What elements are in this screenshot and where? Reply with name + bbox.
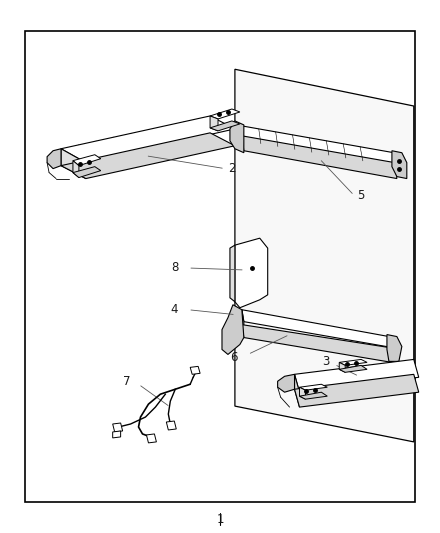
Polygon shape — [300, 392, 327, 399]
Text: 2: 2 — [228, 162, 235, 175]
Polygon shape — [294, 374, 300, 407]
Polygon shape — [113, 423, 123, 432]
Polygon shape — [339, 359, 367, 366]
Polygon shape — [235, 69, 414, 442]
Polygon shape — [73, 167, 101, 177]
Polygon shape — [392, 151, 407, 179]
Polygon shape — [339, 366, 367, 373]
Polygon shape — [147, 434, 156, 443]
Text: 8: 8 — [171, 262, 178, 274]
Polygon shape — [300, 384, 327, 390]
Polygon shape — [73, 155, 101, 166]
Text: 1: 1 — [216, 513, 224, 526]
Text: 3: 3 — [322, 355, 329, 368]
Polygon shape — [242, 310, 244, 337]
Polygon shape — [242, 310, 392, 348]
Polygon shape — [190, 366, 200, 374]
Polygon shape — [47, 149, 61, 168]
Polygon shape — [242, 136, 397, 179]
Polygon shape — [242, 126, 244, 151]
Polygon shape — [235, 238, 268, 308]
Polygon shape — [61, 116, 235, 163]
Text: 6: 6 — [231, 351, 238, 364]
Polygon shape — [61, 149, 86, 179]
Polygon shape — [242, 325, 392, 362]
Polygon shape — [230, 245, 235, 302]
Polygon shape — [294, 374, 419, 407]
Bar — [26, 31, 414, 502]
Polygon shape — [300, 387, 305, 399]
Polygon shape — [339, 362, 345, 373]
Polygon shape — [210, 109, 240, 119]
Polygon shape — [230, 121, 244, 153]
Polygon shape — [387, 335, 402, 361]
Polygon shape — [113, 431, 121, 438]
Polygon shape — [166, 421, 176, 430]
Polygon shape — [278, 374, 294, 392]
Polygon shape — [210, 121, 240, 131]
Polygon shape — [222, 305, 244, 354]
Text: 5: 5 — [357, 189, 364, 202]
Polygon shape — [61, 133, 235, 179]
Text: 4: 4 — [171, 303, 178, 316]
Polygon shape — [294, 359, 419, 392]
Polygon shape — [73, 160, 79, 177]
Text: 7: 7 — [123, 375, 131, 388]
Polygon shape — [210, 116, 218, 131]
Polygon shape — [242, 126, 397, 167]
